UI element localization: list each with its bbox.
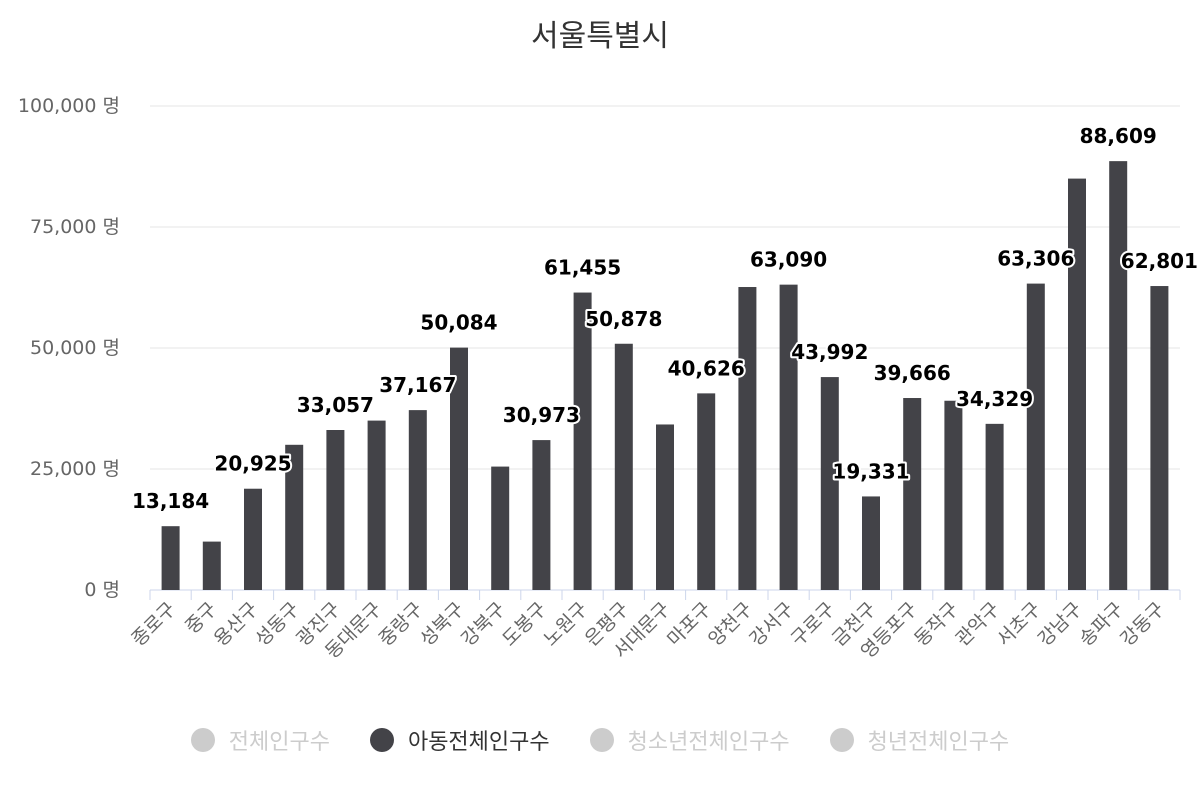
data-label: 20,925 (214, 452, 291, 476)
bar[interactable] (161, 526, 180, 590)
legend-symbol (190, 728, 215, 752)
data-label: 19,331 (832, 459, 909, 483)
x-tick-label: 마포구 (663, 598, 716, 651)
bar[interactable] (738, 287, 757, 590)
legend-symbol (589, 728, 614, 752)
data-label: 63,306 (997, 247, 1074, 271)
bar[interactable] (244, 488, 262, 590)
data-label: 43,992 (791, 340, 868, 364)
bar[interactable] (985, 423, 1004, 590)
data-label: 39,666 (874, 361, 951, 385)
bar[interactable] (532, 440, 551, 590)
x-tick-label: 관악구 (951, 598, 1004, 651)
y-tick-label: 50,000 명 (30, 337, 120, 359)
x-tick-label: 송파구 (1075, 598, 1128, 651)
data-label: 40,626 (668, 356, 745, 380)
bars (161, 161, 1169, 590)
data-label: 33,057 (297, 393, 374, 417)
bar[interactable] (1109, 161, 1128, 590)
x-tick-label: 구로구 (787, 598, 840, 651)
bar[interactable] (614, 343, 633, 590)
y-tick-label: 25,000 명 (30, 458, 120, 480)
data-label: 50,084 (420, 311, 497, 335)
x-tick-label: 성북구 (416, 598, 469, 651)
legend-symbol (369, 728, 394, 752)
data-label: 50,878 (585, 307, 662, 331)
bar[interactable] (779, 284, 798, 590)
bar[interactable] (202, 541, 221, 590)
bar[interactable] (944, 400, 963, 590)
y-tick-label: 75,000 명 (30, 216, 120, 238)
bar[interactable] (367, 420, 386, 590)
x-tick-label: 서초구 (993, 598, 1046, 651)
bar[interactable] (820, 377, 839, 590)
legend-label: 청소년전체인구수 (627, 730, 790, 755)
data-label: 34,329 (956, 387, 1033, 411)
x-axis-ticks: 종로구 중구용산구성동구광진구동대문구중랑구성북구강북구도봉구노원구은평구서대문구… (127, 590, 1181, 663)
bar[interactable] (1026, 283, 1045, 590)
legend-item[interactable]: 아동전체인구수 (369, 724, 550, 756)
data-label: 13,184 (132, 489, 209, 513)
legend-item[interactable]: 전체인구수 (190, 724, 330, 756)
chart-title: 서울특별시 (531, 19, 669, 54)
data-label: 62,801 (1121, 249, 1198, 273)
bar[interactable] (656, 424, 674, 590)
legend-label: 청년전체인구수 (867, 730, 1010, 755)
legend-item[interactable]: 청년전체인구수 (829, 724, 1010, 756)
x-tick-label: 노원구 (539, 598, 592, 651)
y-axis-ticks: 0 명 25,000 명 50,000 명 75,000 명 100,000 명 (18, 95, 120, 601)
bar[interactable] (697, 393, 716, 590)
legend-item[interactable]: 청소년전체인구수 (589, 724, 790, 756)
bar[interactable] (1150, 286, 1169, 590)
bar[interactable] (450, 347, 468, 590)
bar[interactable] (862, 496, 880, 590)
x-tick-label: 강서구 (745, 598, 798, 651)
bar[interactable] (573, 292, 592, 590)
legend: 전체인구수 아동전체인구수 청소년전체인구수 청년전체인구수 (0, 722, 1200, 758)
legend-label: 아동전체인구수 (407, 730, 550, 755)
legend-symbol (829, 728, 854, 752)
x-tick-label: 성동구 (251, 598, 304, 651)
bar[interactable] (491, 466, 510, 590)
bar[interactable] (408, 410, 427, 590)
data-label: 88,609 (1080, 124, 1157, 148)
y-tick-label: 0 명 (84, 579, 120, 601)
x-tick-label: 강북구 (457, 598, 510, 651)
x-tick-label: 중랑구 (375, 598, 428, 651)
data-label: 61,455 (544, 256, 621, 280)
bar[interactable] (285, 444, 304, 590)
x-tick-label: 양천구 (704, 598, 757, 651)
x-tick-label: 용산구 (210, 598, 263, 651)
bar[interactable] (903, 398, 922, 590)
x-tick-label: 강남구 (1034, 598, 1087, 651)
data-label: 30,973 (503, 403, 580, 427)
y-tick-label: 100,000 명 (18, 95, 120, 117)
x-tick-label: 강동구 (1116, 598, 1169, 651)
data-label: 37,167 (379, 373, 456, 397)
x-tick-label: 동작구 (910, 598, 963, 651)
x-tick-label: 종로구 (127, 598, 180, 651)
legend-label: 전체인구수 (228, 730, 330, 755)
x-tick-label: 도봉구 (498, 598, 551, 651)
bar[interactable] (326, 430, 345, 590)
bar[interactable] (1068, 178, 1086, 590)
data-label: 63,090 (750, 248, 827, 272)
